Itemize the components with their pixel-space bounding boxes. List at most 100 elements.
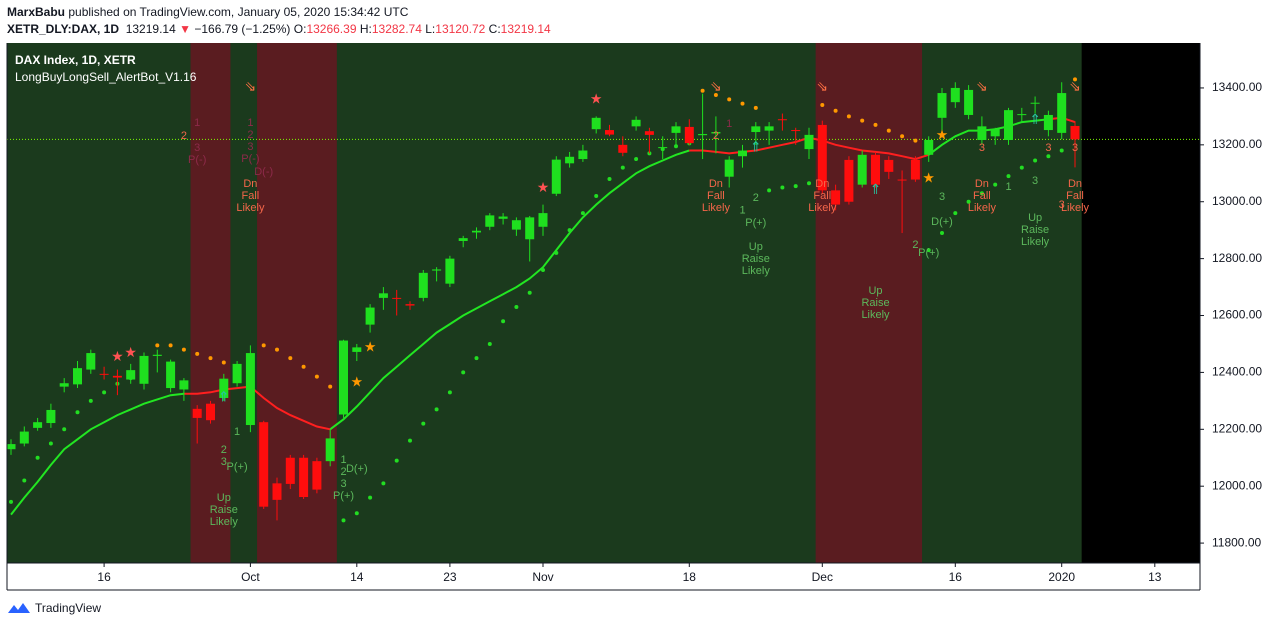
candle-body (644, 131, 654, 135)
annotation: ★ (537, 179, 550, 195)
annotation: 2 (713, 130, 719, 142)
candle-body (299, 457, 309, 498)
annotation: Likely (210, 516, 239, 528)
chart-title: DAX Index, 1D, XETR (15, 53, 136, 67)
signal-dot (780, 185, 785, 190)
annotation: 3 (247, 141, 253, 153)
brand-logo (8, 603, 30, 613)
signal-dot (913, 138, 918, 143)
annotation: 3 (1032, 175, 1038, 187)
annotation: ★ (111, 348, 124, 364)
annotation: D(+) (931, 216, 953, 228)
signal-dot (753, 105, 758, 110)
annotation: 1 (247, 117, 253, 129)
x-tick-label: Nov (532, 570, 553, 584)
candle-body (1043, 114, 1053, 131)
candle-body (33, 422, 43, 428)
signal-dot (408, 438, 412, 443)
candle-body (871, 154, 880, 185)
annotation: 2 (912, 239, 918, 251)
candle-body (751, 126, 761, 133)
signal-dot (634, 157, 639, 162)
signal-dot (501, 319, 506, 324)
candle-body (59, 383, 69, 387)
annotation: P(+) (227, 461, 248, 473)
signal-dot (447, 390, 452, 395)
candle-body (472, 230, 481, 233)
annotation: Raise (742, 253, 770, 265)
candle-body (764, 126, 774, 131)
signal-dot (1059, 148, 1064, 153)
annotation: P(-) (188, 154, 206, 166)
y-tick-label: 12400.00 (1212, 365, 1262, 379)
candle-body (964, 89, 974, 115)
annotation: ⇘ (710, 78, 722, 94)
signal-dot (860, 118, 865, 123)
candle-body (378, 293, 388, 298)
candle-body (245, 353, 255, 426)
candle-body (152, 354, 162, 356)
signal-dot (421, 421, 426, 426)
signal-dot (1033, 158, 1038, 163)
signal-dot (993, 182, 998, 187)
candle-body (7, 444, 16, 450)
annotation: P(+) (745, 217, 766, 229)
annotation: P(-) (241, 153, 259, 165)
signal-dot (727, 97, 732, 102)
signal-dot (88, 398, 93, 403)
candle-body (46, 409, 56, 424)
annotation: Fall (707, 190, 725, 202)
x-tick-label: 16 (97, 570, 111, 584)
annotation: ★ (351, 374, 364, 390)
candle-body (19, 431, 29, 444)
signal-dot (541, 268, 545, 273)
signal-dot (620, 165, 625, 170)
annotation: Fall (1066, 190, 1084, 202)
signal-dot (886, 128, 891, 133)
published: published on TradingView.com, January 05… (68, 5, 409, 19)
publish-line: MarxBabu published on TradingView.com, J… (7, 5, 408, 19)
annotation: 3 (1045, 142, 1051, 154)
signal-dot (48, 441, 53, 446)
candle-body (804, 134, 814, 150)
annotation: Up (217, 492, 231, 504)
signal-dot (288, 356, 293, 361)
author: MarxBabu (7, 5, 66, 19)
annotation: Dn (815, 178, 829, 190)
candle-body (538, 213, 548, 227)
x-tick-label: 23 (443, 570, 457, 584)
annotation: Dn (709, 178, 723, 190)
annotation: 1 (234, 426, 240, 438)
candle-body (658, 147, 668, 149)
annotation: ⇑ (218, 389, 230, 405)
candle-body (551, 159, 561, 194)
candle-body (591, 117, 601, 130)
candle-body (671, 126, 681, 133)
signal-dot (328, 384, 333, 389)
indicator-name: LongBuyLongSell_AlertBot_V1.16 (15, 70, 197, 84)
x-tick-label: 2020 (1048, 570, 1075, 584)
bear-zone (257, 43, 337, 563)
signal-dot (833, 108, 838, 113)
candle-body (831, 190, 841, 205)
x-tick-label: 14 (350, 570, 364, 584)
signal-dot (580, 211, 585, 216)
annotation: 2 (753, 192, 759, 204)
annotation: 2 (247, 129, 253, 141)
candle-body (312, 461, 322, 490)
candle-body (1030, 102, 1040, 104)
annotation: ⇑ (1029, 111, 1041, 127)
annotation: 3 (194, 142, 200, 154)
annotation: 2 (181, 130, 187, 142)
signal-dot (9, 499, 13, 504)
change: −166.79 (−1.25%) (194, 22, 291, 36)
annotation: 1 (340, 454, 346, 466)
annotation: 1 (726, 118, 732, 130)
high-label: H: (359, 22, 372, 36)
signal-dot (461, 370, 466, 375)
candle-body (897, 179, 907, 181)
candle-body (791, 130, 801, 132)
candle-body (418, 272, 428, 298)
signal-dot (514, 304, 519, 309)
candle-body (139, 355, 149, 384)
